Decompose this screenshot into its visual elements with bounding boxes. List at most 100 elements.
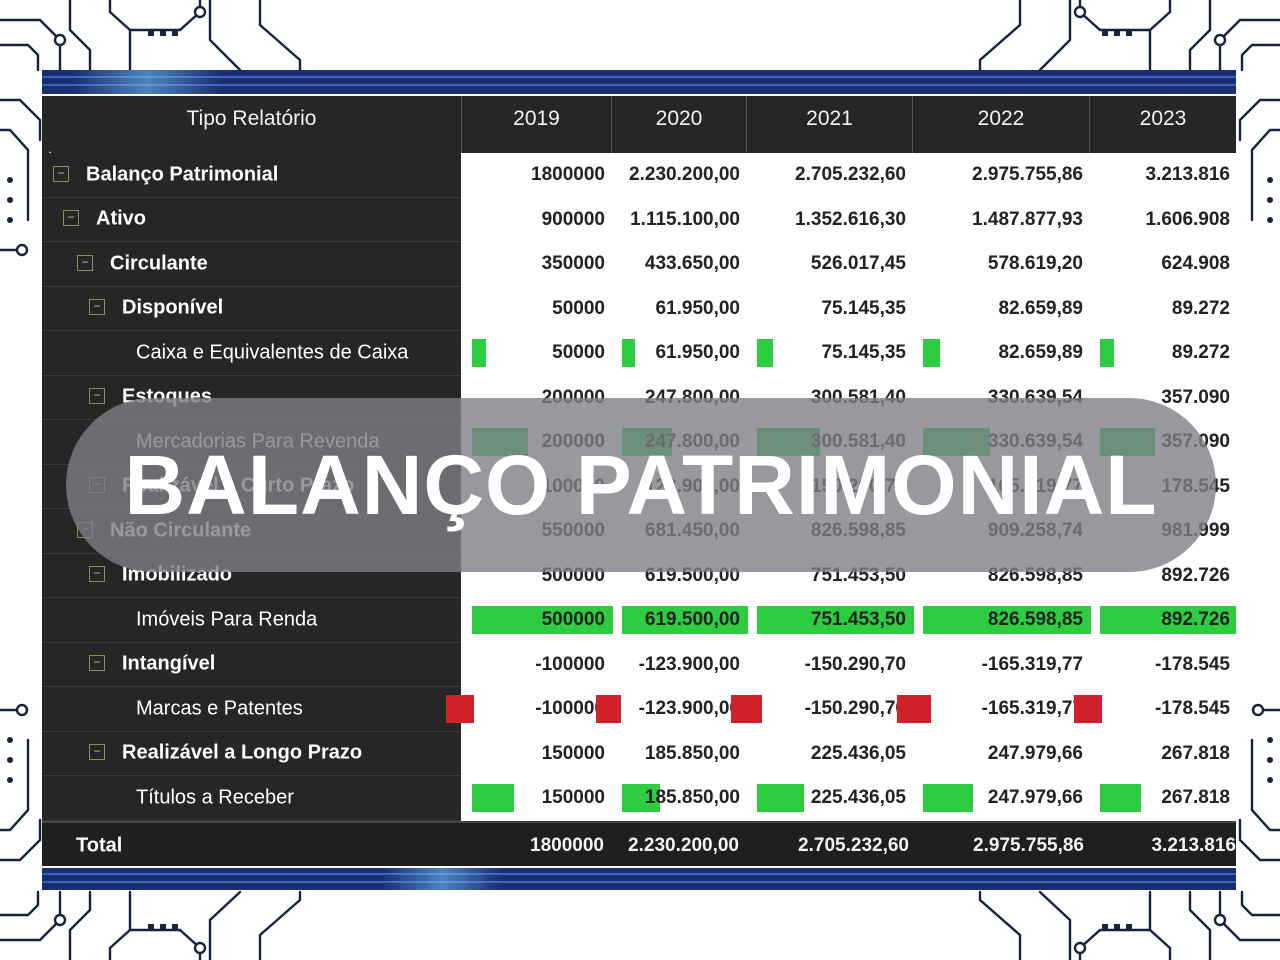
value-cell-2020[interactable]: 1.115.100,00 bbox=[612, 198, 746, 243]
collapse-icon[interactable]: − bbox=[77, 254, 93, 271]
data-bar-positive bbox=[1100, 784, 1141, 813]
value-cell-2019[interactable]: 500000 bbox=[462, 598, 613, 643]
value-cell-2021[interactable]: -150.290,70 bbox=[747, 643, 912, 688]
value-cell-2021[interactable]: 526.017,45 bbox=[747, 242, 912, 287]
value-cell-2021[interactable]: 1.352.616,30 bbox=[747, 198, 912, 243]
cell-value: 2.705.232,60 bbox=[795, 164, 906, 186]
value-cell-2022[interactable]: 82.659,89 bbox=[913, 331, 1089, 376]
value-cell-2019[interactable]: 1800000 bbox=[462, 153, 611, 198]
value-cell-2021[interactable]: 225.436,05 bbox=[747, 776, 912, 821]
grid-row-ativo[interactable]: − Ativo 900000 1.115.100,00 1.352.616,30 1.48… bbox=[42, 197, 1236, 243]
value-cell-2023[interactable]: 357.090 bbox=[1090, 376, 1236, 421]
value-cell-2023[interactable]: 89.272 bbox=[1090, 287, 1236, 332]
grid-row-circulante[interactable]: − Circulante 350000 433.650,00 526.017,45 578… bbox=[42, 242, 1236, 287]
total-value-2023: 3.213.816 bbox=[1151, 834, 1236, 856]
value-cell-2021[interactable]: 751.453,50 bbox=[747, 598, 914, 643]
collapse-icon[interactable]: − bbox=[53, 165, 69, 182]
grid-row-intangivel[interactable]: − Intangível -100000 -123.900,00 -150.290,70… bbox=[42, 642, 1236, 688]
value-cell-2022[interactable]: 247.979,66 bbox=[913, 776, 1089, 821]
value-cell-2022[interactable]: -165.319,77 bbox=[913, 643, 1089, 688]
value-cell-2020[interactable]: 2.230.200,00 bbox=[612, 153, 746, 198]
grid-row-balanco-patrimonial[interactable]: − Balanço Patrimonial 1800000 2.230.200,00 2… bbox=[42, 153, 1236, 198]
value-cell-2022[interactable]: 1.487.877,93 bbox=[913, 198, 1089, 243]
collapse-icon[interactable]: − bbox=[89, 744, 105, 761]
grid-row-caixa-e-equivalentes-de-caixa[interactable]: Caixa e Equivalentes de Caixa 50000 61.950… bbox=[42, 331, 1236, 376]
value-cell-2019[interactable]: 150000 bbox=[462, 732, 611, 777]
value-cell-2022[interactable]: 247.979,66 bbox=[913, 732, 1089, 777]
collapse-icon[interactable]: − bbox=[89, 566, 105, 583]
value-cell-2023[interactable]: 892.726 bbox=[1090, 598, 1236, 643]
value-cell-2020[interactable]: 433.650,00 bbox=[612, 242, 746, 287]
value-cell-2019[interactable]: 50000 bbox=[462, 287, 611, 332]
value-cell-2022[interactable]: 578.619,20 bbox=[913, 242, 1089, 287]
header-year-2021[interactable]: 2021 bbox=[747, 96, 913, 153]
value-cell-2019[interactable]: 350000 bbox=[462, 242, 611, 287]
value-cell-2019[interactable]: -100000 bbox=[462, 643, 611, 688]
value-cell-2022[interactable]: 2.975.755,86 bbox=[913, 153, 1089, 198]
grid-row-marcas-e-patentes[interactable]: Marcas e Patentes -100000 -123.900,00 -150.… bbox=[42, 687, 1236, 732]
row-label: Circulante bbox=[110, 252, 208, 275]
value-cell-2020[interactable]: -123.900,00 bbox=[612, 643, 746, 688]
grid-row-imoveis-para-renda[interactable]: Imóveis Para Renda 500000 619.500,00 751.45… bbox=[42, 598, 1236, 643]
header-report-type[interactable]: ▲ Tipo Relatório bbox=[42, 96, 462, 160]
overlay-title: BALANÇO PATRIMONIAL bbox=[124, 437, 1158, 532]
header-year-2020[interactable]: 2020 bbox=[612, 96, 747, 153]
value-cell-2023[interactable]: 892.726 bbox=[1090, 554, 1236, 599]
value-cell-2023[interactable]: -178.545 bbox=[1090, 643, 1236, 688]
cell-value: 350000 bbox=[541, 253, 605, 275]
collapse-icon[interactable]: − bbox=[89, 655, 105, 672]
row-label-cell: − Balanço Patrimonial bbox=[42, 153, 461, 198]
value-cell-2023[interactable]: 624.908 bbox=[1090, 242, 1236, 287]
cell-value: -123.900,00 bbox=[638, 653, 740, 675]
value-cell-2021[interactable]: 75.145,35 bbox=[747, 287, 912, 332]
collapse-icon[interactable]: − bbox=[89, 388, 105, 405]
value-cell-2023[interactable]: -178.545 bbox=[1074, 687, 1236, 732]
cell-value: 150000 bbox=[541, 787, 605, 809]
cell-value: -100000 bbox=[535, 653, 605, 675]
grid-row-realizavel-a-longo-prazo[interactable]: − Realizável a Longo Prazo 150000 185.850,0… bbox=[42, 731, 1236, 777]
header-year-2019[interactable]: 2019 bbox=[462, 96, 612, 153]
row-label-cell: − Intangível bbox=[42, 642, 461, 687]
value-cell-2020[interactable]: 61.950,00 bbox=[612, 331, 746, 376]
value-cell-2020[interactable]: -123.900,00 bbox=[596, 687, 746, 732]
grid-row-disponivel[interactable]: − Disponível 50000 61.950,00 75.145,35 82.659… bbox=[42, 286, 1236, 332]
value-cell-2019[interactable]: 150000 bbox=[462, 776, 611, 821]
cell-value: 1.487.877,93 bbox=[972, 208, 1083, 230]
value-cell-2020[interactable]: 185.850,00 bbox=[612, 732, 746, 777]
value-cell-2020[interactable]: 61.950,00 bbox=[612, 287, 746, 332]
cell-value: 578.619,20 bbox=[987, 253, 1083, 275]
cell-value: 61.950,00 bbox=[655, 297, 740, 319]
value-cell-2023[interactable]: 267.818 bbox=[1090, 732, 1236, 777]
collapse-icon[interactable]: − bbox=[89, 299, 105, 316]
value-cell-2022[interactable]: 82.659,89 bbox=[913, 287, 1089, 332]
header-year-2022[interactable]: 2022 bbox=[913, 96, 1090, 153]
collapse-icon[interactable]: − bbox=[63, 210, 79, 227]
cell-value: 624.908 bbox=[1161, 253, 1230, 275]
value-cell-2019[interactable]: -100000 bbox=[446, 687, 611, 732]
value-cell-2020[interactable]: 185.850,00 bbox=[612, 776, 746, 821]
cell-value: 267.818 bbox=[1161, 787, 1230, 809]
value-cell-2021[interactable]: 225.436,05 bbox=[747, 732, 912, 777]
cell-value: 900000 bbox=[541, 208, 605, 230]
cell-value: 1800000 bbox=[531, 164, 605, 186]
value-cell-2019[interactable]: 50000 bbox=[462, 331, 611, 376]
cell-value: -165.319,77 bbox=[981, 698, 1083, 720]
value-cell-2019[interactable]: 900000 bbox=[462, 198, 611, 243]
data-bar-positive bbox=[757, 784, 804, 813]
header-year-2023[interactable]: 2023 bbox=[1139, 107, 1187, 130]
cell-value: -178.545 bbox=[1154, 698, 1230, 720]
value-cell-2023[interactable]: 1.606.908 bbox=[1090, 198, 1236, 243]
value-cell-2021[interactable]: 2.705.232,60 bbox=[747, 153, 912, 198]
value-cell-2022[interactable]: -165.319,77 bbox=[897, 687, 1089, 732]
value-cell-2023[interactable]: 267.818 bbox=[1090, 776, 1236, 821]
value-cell-2020[interactable]: 619.500,00 bbox=[612, 598, 748, 643]
cell-value: 61.950,00 bbox=[655, 342, 740, 364]
value-cell-2021[interactable]: -150.290,70 bbox=[731, 687, 912, 732]
grid-row-titulos-a-receber[interactable]: Títulos a Receber 150000 185.850,00 225.436… bbox=[42, 776, 1236, 821]
value-cell-2021[interactable]: 75.145,35 bbox=[747, 331, 912, 376]
value-cell-2022[interactable]: 826.598,85 bbox=[913, 598, 1091, 643]
value-cell-2023[interactable]: 89.272 bbox=[1090, 331, 1236, 376]
row-label: Intangível bbox=[122, 652, 216, 675]
value-cell-2023[interactable]: 3.213.816 bbox=[1090, 153, 1236, 198]
